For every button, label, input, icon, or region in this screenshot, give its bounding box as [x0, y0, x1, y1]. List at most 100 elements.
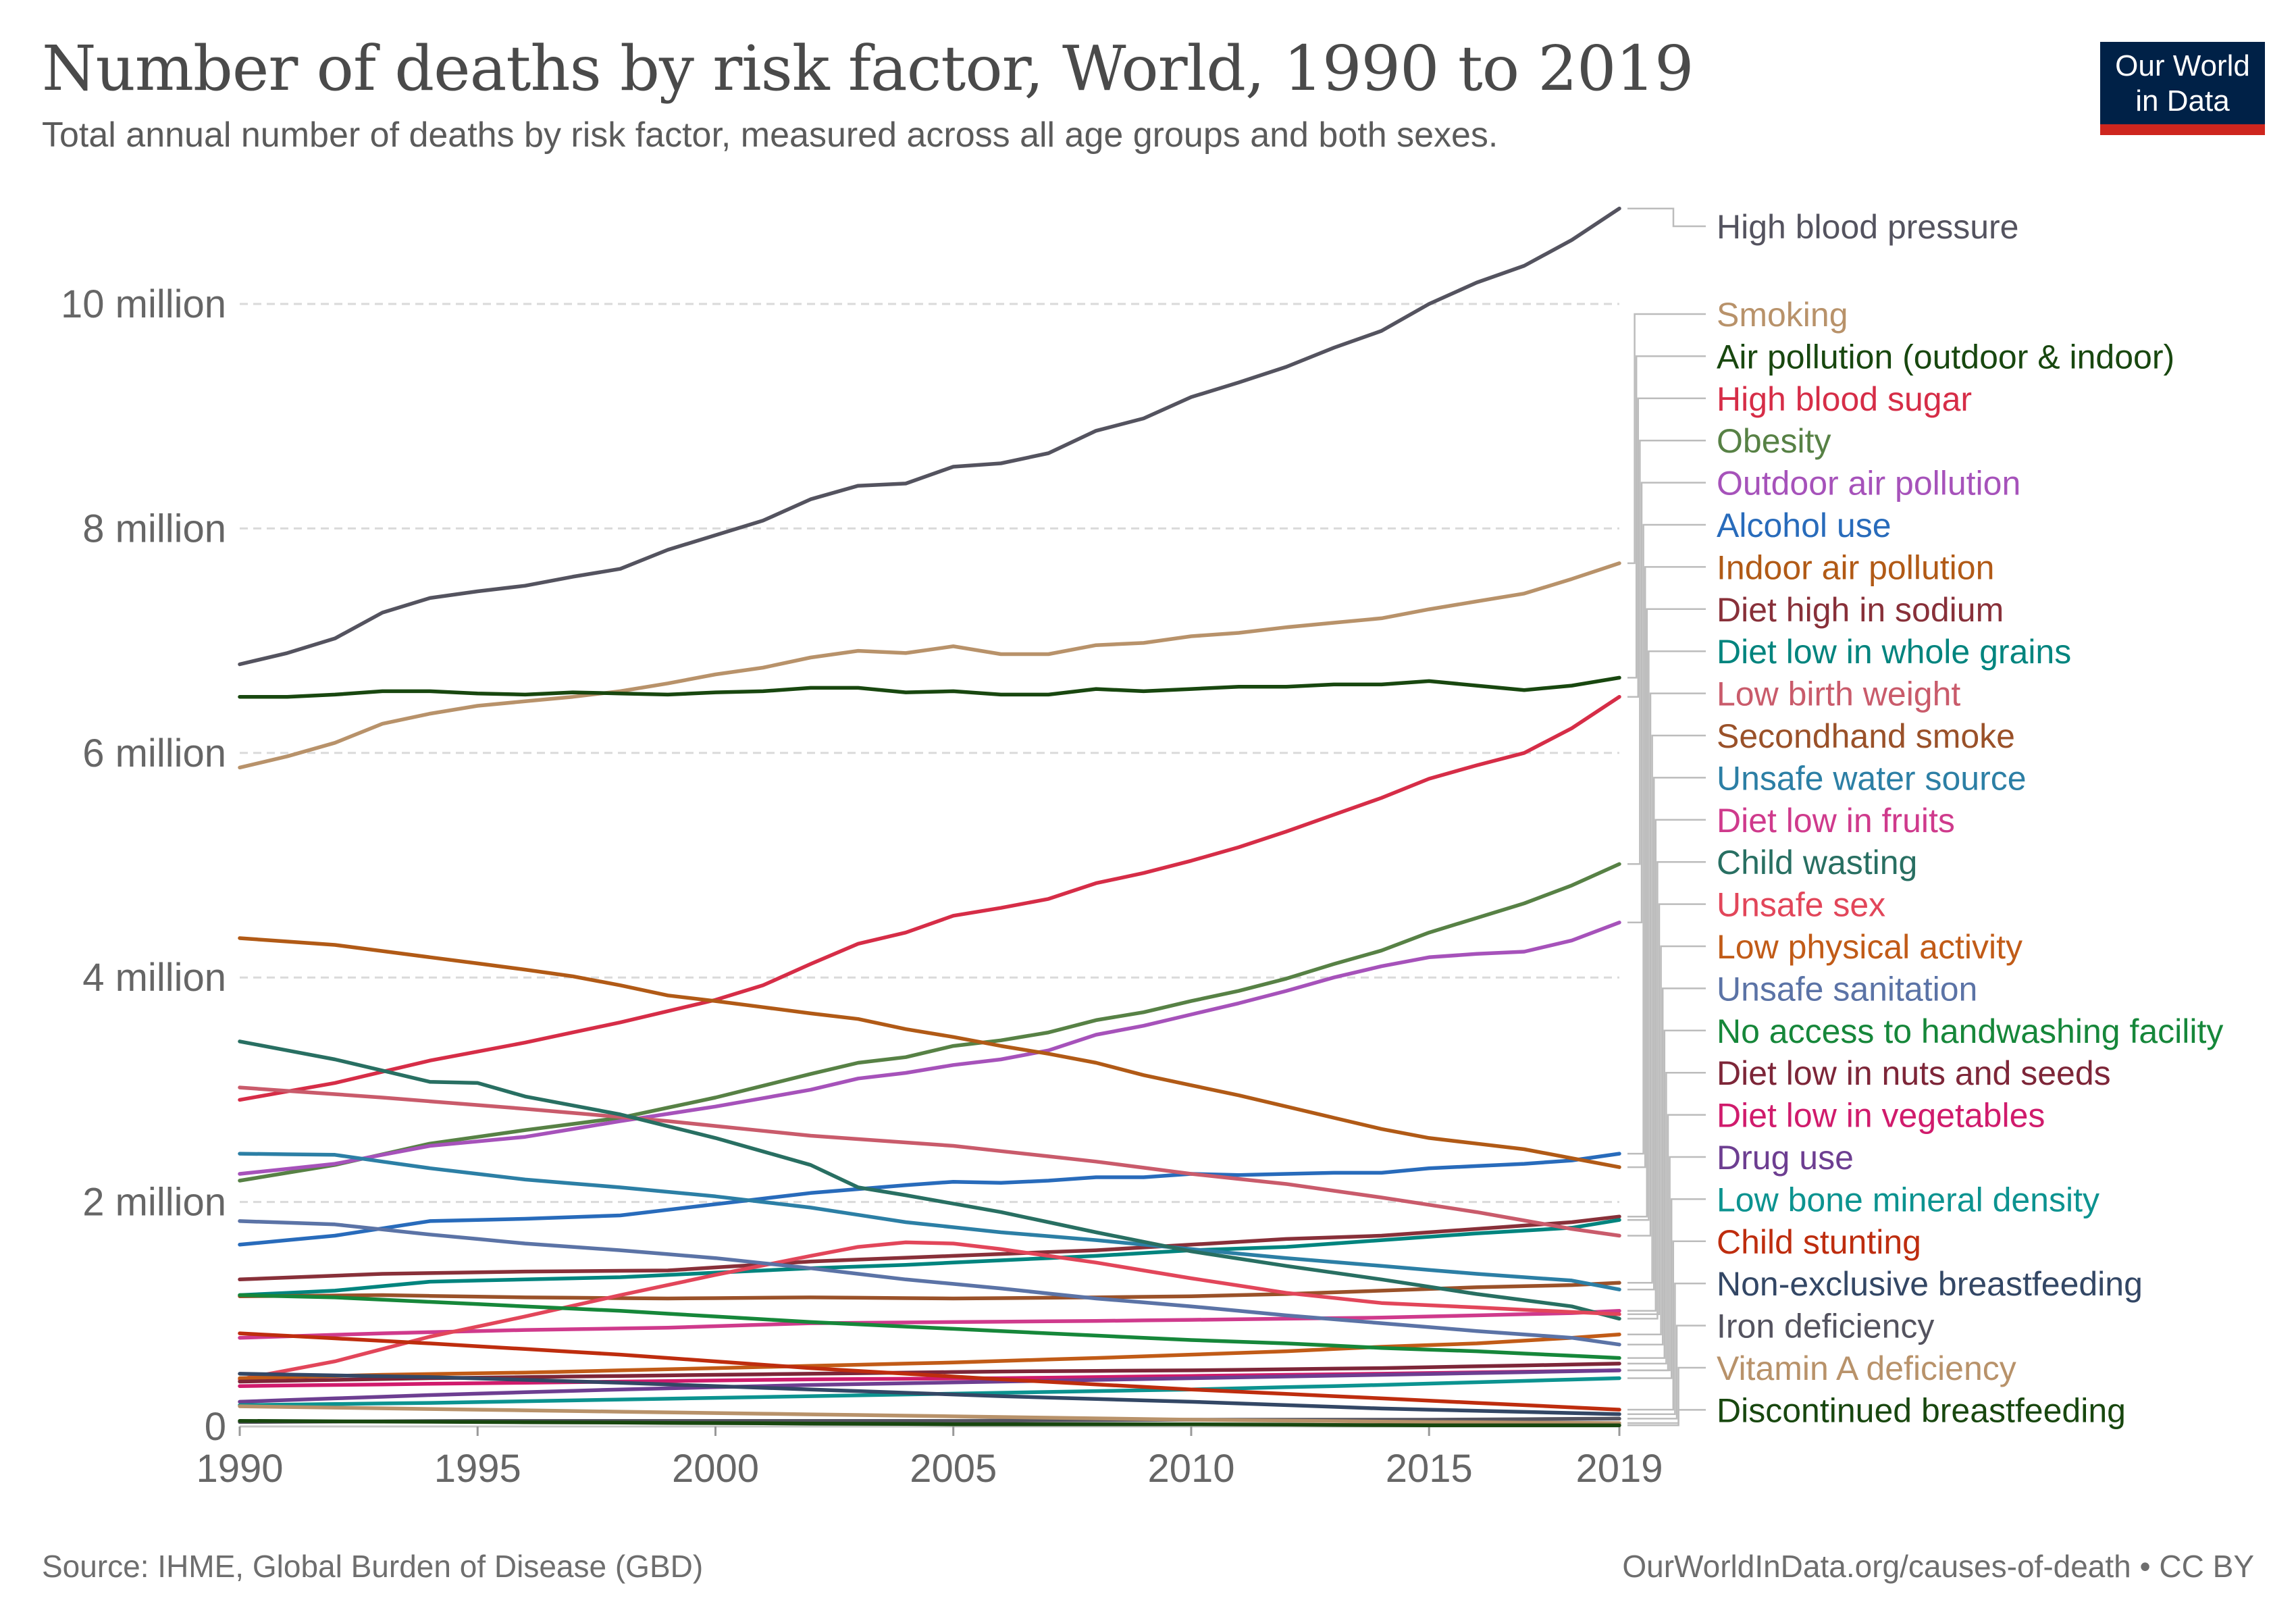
legend-label[interactable]: High blood pressure: [1717, 208, 2019, 246]
legend-label[interactable]: Diet low in whole grains: [1717, 633, 2071, 671]
series-line-21[interactable]: [238, 1368, 1621, 1404]
legend-label[interactable]: Secondhand smoke: [1717, 717, 2015, 755]
legend-connector: [1627, 860, 1706, 1320]
legend-connector: [1627, 313, 1706, 565]
logo-line-1: Our World: [2115, 49, 2250, 82]
legend-connector: [1627, 1198, 1706, 1379]
x-tick-label: 2005: [910, 1447, 997, 1491]
x-tick-label: 1990: [196, 1447, 283, 1491]
legend-connector: [1627, 692, 1706, 1237]
y-tick-label: 6 million: [82, 731, 226, 775]
legend-label[interactable]: Air pollution (outdoor & indoor): [1717, 338, 2174, 376]
series-line-18[interactable]: [238, 1293, 1621, 1360]
legend-connector: [1627, 1366, 1706, 1424]
series-line-8[interactable]: [238, 1214, 1621, 1282]
y-tick-label: 10 million: [61, 282, 226, 326]
source-url[interactable]: OurWorldInData.org/causes-of-death • CC …: [1622, 1549, 2254, 1584]
legend-connector: [1627, 566, 1706, 1168]
legend-label[interactable]: Low physical activity: [1717, 928, 2023, 966]
series-line-3[interactable]: [238, 694, 1621, 1102]
connector-layer: [1627, 207, 1706, 1426]
source-note: Source: IHME, Global Burden of Disease (…: [42, 1549, 704, 1584]
y-tick-label: 4 million: [82, 956, 226, 1000]
chart-subtitle: Total annual number of deaths by risk fa…: [42, 115, 1498, 155]
legend-connector: [1627, 608, 1706, 1218]
series-line-5[interactable]: [238, 921, 1621, 1176]
logo-line-2: in Data: [2135, 84, 2230, 118]
series-line-4[interactable]: [238, 862, 1621, 1183]
series-line-6[interactable]: [238, 1152, 1621, 1247]
series-line-26[interactable]: [238, 1404, 1621, 1425]
legend-label[interactable]: High blood sugar: [1717, 380, 1972, 418]
series-line-15[interactable]: [238, 1240, 1621, 1381]
series-line-12[interactable]: [238, 1152, 1621, 1291]
series-line-10[interactable]: [238, 1085, 1621, 1238]
legend-label[interactable]: Diet low in nuts and seeds: [1717, 1054, 2111, 1092]
series-line-27[interactable]: [238, 1418, 1621, 1428]
series-line-0[interactable]: [238, 206, 1621, 667]
series-line-13[interactable]: [238, 1309, 1621, 1340]
series-layer: [238, 206, 1621, 1428]
legend-label[interactable]: Alcohol use: [1717, 507, 1891, 544]
legend-connector: [1627, 1324, 1706, 1420]
legend-connector: [1627, 439, 1706, 865]
legend-connector: [1627, 903, 1706, 1316]
x-tick-label: 2000: [672, 1447, 759, 1491]
series-line-1[interactable]: [238, 561, 1621, 770]
legend-label[interactable]: Smoking: [1717, 296, 1848, 334]
legend-label[interactable]: Child stunting: [1717, 1223, 1921, 1261]
owid-logo[interactable]: Our World in Data: [2100, 42, 2265, 135]
legend-label[interactable]: Low bone mineral density: [1717, 1181, 2099, 1218]
series-line-2[interactable]: [238, 675, 1621, 699]
legend-label[interactable]: Indoor air pollution: [1717, 548, 1994, 586]
y-tick-label: 8 million: [82, 507, 226, 550]
legend-label[interactable]: Discontinued breastfeeding: [1717, 1391, 2126, 1429]
legend-label[interactable]: Diet low in fruits: [1717, 802, 1955, 840]
legend-connector: [1627, 397, 1706, 698]
legend-connector: [1627, 1282, 1706, 1415]
legend-label[interactable]: Unsafe sanitation: [1717, 970, 1977, 1008]
series-line-17[interactable]: [238, 1219, 1621, 1347]
legend-connector: [1627, 355, 1706, 679]
series-line-23[interactable]: [238, 1331, 1621, 1412]
series-line-14[interactable]: [238, 1039, 1621, 1321]
series-line-9[interactable]: [238, 1218, 1621, 1297]
legend-label[interactable]: Low birth weight: [1717, 675, 1960, 713]
series-line-24[interactable]: [238, 1372, 1621, 1416]
legend-label[interactable]: Child wasting: [1717, 844, 1917, 881]
legend-connector: [1627, 1071, 1706, 1365]
legend-connector: [1627, 1029, 1706, 1359]
legend-connector: [1627, 207, 1706, 228]
legend-label[interactable]: Diet high in sodium: [1717, 591, 2004, 629]
series-line-11[interactable]: [238, 1281, 1621, 1301]
y-tick-label: 2 million: [82, 1181, 226, 1225]
legend-label[interactable]: Iron deficiency: [1717, 1308, 1934, 1345]
x-tick-label: 2015: [1386, 1447, 1473, 1491]
axis-layer: 0 2 million 4 million 6 million 8 million 10 …: [61, 282, 1663, 1491]
logo-accent-bar: [2100, 124, 2265, 135]
legend-label[interactable]: Unsafe water source: [1717, 759, 2027, 797]
legend-label[interactable]: Drug use: [1717, 1139, 1854, 1177]
legend-connector: [1627, 523, 1706, 1155]
legend-connector: [1627, 1240, 1706, 1411]
legend-label[interactable]: Vitamin A deficiency: [1717, 1349, 2016, 1387]
chart-title: Number of deaths by risk factor, World, …: [42, 32, 1694, 105]
legend-connector: [1627, 650, 1706, 1221]
series-line-7[interactable]: [238, 936, 1621, 1169]
legend-connector: [1627, 482, 1706, 924]
legend-label[interactable]: No access to handwashing facility: [1717, 1012, 2223, 1050]
legend-label[interactable]: Obesity: [1717, 422, 1831, 460]
legend-label[interactable]: Outdoor air pollution: [1717, 465, 2020, 503]
legend-connector: [1627, 987, 1706, 1345]
legend-label[interactable]: Diet low in vegetables: [1717, 1097, 2045, 1135]
x-tick-label: 2019: [1575, 1447, 1663, 1491]
legend-connector: [1627, 734, 1706, 1284]
y-tick-label: 0: [205, 1405, 226, 1449]
legend-label[interactable]: Non-exclusive breastfeeding: [1717, 1265, 2143, 1303]
legend-label[interactable]: Unsafe sex: [1717, 886, 1885, 924]
x-tick-label: 2010: [1147, 1447, 1234, 1491]
legend-connector: [1627, 945, 1706, 1335]
x-tick-label: 1995: [434, 1447, 521, 1491]
